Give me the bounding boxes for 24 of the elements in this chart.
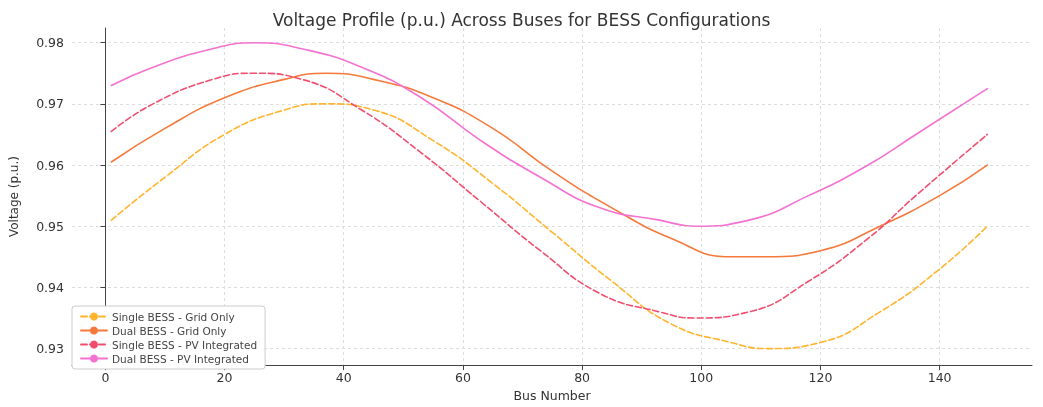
- legend-label: Single BESS - Grid Only: [112, 310, 235, 323]
- legend-label: Dual BESS - Grid Only: [112, 324, 227, 337]
- x-tick-label: 120: [808, 370, 833, 386]
- y-tick-label: 0.98: [36, 35, 65, 51]
- x-tick-label: 60: [454, 370, 471, 386]
- line-series: [110, 72, 989, 258]
- y-tick-label: 0.93: [36, 341, 64, 357]
- x-tick-label: 0: [101, 370, 110, 386]
- y-tick-label: 0.95: [36, 218, 64, 234]
- legend-label: Single BESS - PV Integrated: [112, 338, 258, 351]
- x-axis-title: Bus Number: [513, 388, 592, 403]
- x-tick-label: 140: [927, 370, 952, 386]
- y-axis-title: Voltage (p.u.): [7, 156, 21, 238]
- y-tick-label: 0.94: [36, 279, 65, 295]
- x-tick-label: 100: [689, 370, 714, 386]
- line-series: [110, 103, 989, 350]
- x-tick-label: 20: [216, 370, 233, 386]
- x-tick-label: 40: [335, 370, 352, 386]
- legend-label: Dual BESS - PV Integrated: [112, 352, 249, 365]
- line-series: [110, 41, 989, 228]
- y-tick-label: 0.96: [36, 157, 65, 173]
- y-tick-label: 0.97: [36, 96, 64, 112]
- chart-title: Voltage Profile (p.u.) Across Buses for BESS Configurations: [272, 9, 771, 30]
- x-tick-label: 80: [574, 370, 591, 386]
